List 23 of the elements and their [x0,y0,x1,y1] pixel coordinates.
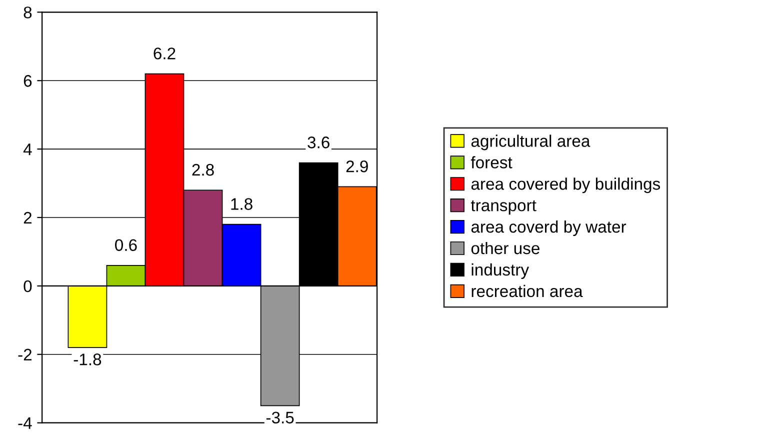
legend-label: other use [471,242,540,254]
y-tick-label: 8 [24,6,32,18]
legend-label: industry [472,263,530,279]
data-label: 2.8 [192,164,214,176]
legend-label: recreation area [472,284,583,298]
legend-label: agricultural area [471,134,590,150]
y-tick-label: 0 [24,280,32,292]
data-label: 2.9 [346,160,368,172]
y-tick-label: 4 [23,144,32,156]
y-tick-label: 6 [24,75,32,87]
data-label: -1.8 [74,354,102,366]
y-tick-label: 2 [24,212,32,224]
y-tick-label: -4 [18,417,32,429]
data-label: 3.6 [308,136,330,148]
data-label: -3.5 [266,412,294,424]
data-label: 0.6 [115,239,137,252]
legend-label: area coverd by water [471,220,626,236]
legend-label: transport [470,200,536,215]
legend-label: area covered by buildings [471,178,660,194]
legend-label: forest [470,156,512,168]
data-label: 6.2 [154,48,176,60]
data-label: 1.8 [231,198,252,210]
y-tick-label: -2 [18,348,32,360]
